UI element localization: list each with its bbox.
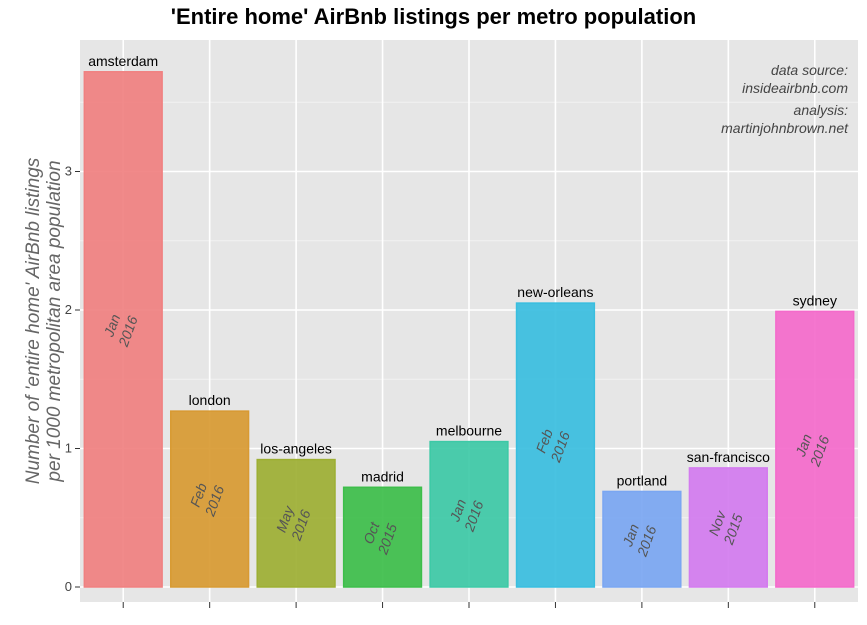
annotation-analysis: analysis:: [794, 102, 849, 118]
bar-amsterdam: [83, 71, 163, 588]
annotation-data-source: data source:: [771, 62, 848, 78]
annotation-analysis-site: martinjohnbrown.net: [721, 120, 849, 136]
y-tick-label: 2: [65, 302, 72, 317]
bar-label-los-angeles: los-angeles: [260, 441, 332, 457]
bar-los-angeles: [256, 458, 336, 588]
x-axis: [122, 602, 816, 608]
annotation-data-source-site: insideairbnb.com: [742, 80, 848, 96]
bar-label-new-orleans: new-orleans: [517, 284, 593, 300]
y-axis: 0 1 2 3: [65, 164, 80, 594]
bar-new-orleans: [515, 302, 596, 588]
bar-label-san-francisco: san-francisco: [687, 449, 770, 465]
bar-label-sydney: sydney: [793, 292, 837, 308]
chart-title: 'Entire home' AirBnb listings per metro …: [170, 4, 697, 29]
bar-portland: [602, 490, 682, 588]
bar-label-melbourne: melbourne: [436, 423, 502, 439]
bar-madrid: [342, 486, 423, 588]
bar-label-portland: portland: [617, 472, 668, 488]
bars: [83, 71, 855, 588]
date-month: Jan: [100, 312, 123, 340]
y-tick-label: 3: [65, 164, 72, 179]
y-axis-label-line2: per 1000 metropolitan area population: [44, 160, 65, 482]
date-month: Jan: [446, 497, 469, 525]
bar-sydney: [775, 310, 855, 588]
y-axis-label-line1: Number of 'entire home' AirBnb listings: [23, 157, 44, 484]
date-month: Feb: [187, 481, 210, 509]
date-month: Feb: [533, 427, 556, 455]
date-month: Jan: [792, 432, 815, 460]
date-month: Oct: [360, 519, 383, 546]
bar-san-francisco: [688, 467, 768, 588]
y-tick-label: 0: [65, 579, 72, 594]
bar-label-madrid: madrid: [361, 468, 404, 484]
y-tick-label: 1: [65, 441, 72, 456]
bar-melbourne: [429, 440, 509, 588]
bar-label-london: london: [189, 392, 231, 408]
bar-label-amsterdam: amsterdam: [88, 53, 158, 69]
bar-london: [170, 410, 250, 588]
date-month: Jan: [619, 522, 642, 550]
